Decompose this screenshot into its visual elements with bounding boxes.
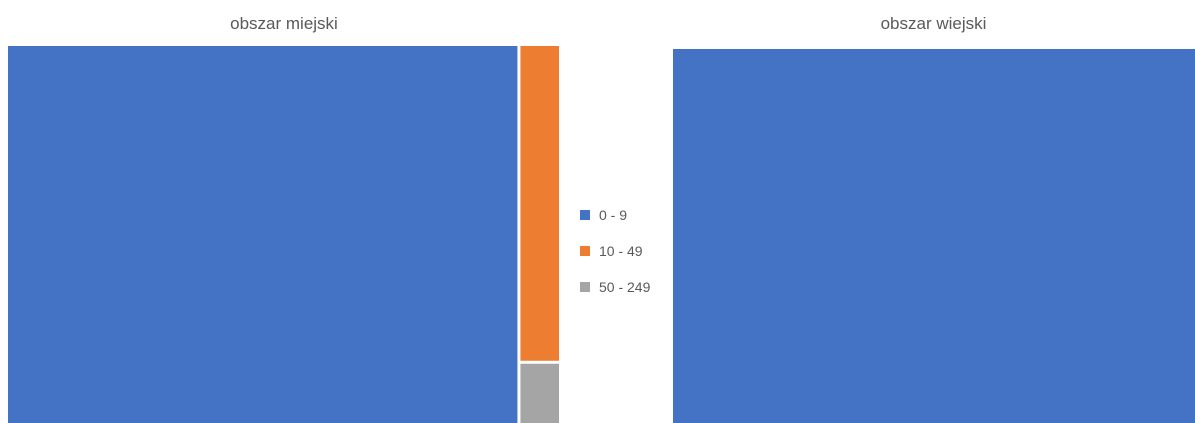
legend-label-10-49: 10 - 49 <box>599 243 643 259</box>
treemap-cell-urban-10-49 <box>520 46 559 361</box>
legend-item-0-9: 0 - 9 <box>580 197 650 233</box>
legend-item-10-49: 10 - 49 <box>580 233 650 269</box>
legend-label-0-9: 0 - 9 <box>599 207 628 223</box>
legend: 0 - 9 10 - 49 50 - 249 <box>580 197 650 305</box>
legend-label-50-249: 50 - 249 <box>599 279 651 295</box>
treemap-cell-urban-50-249 <box>520 363 559 423</box>
legend-item-50-249: 50 - 249 <box>580 269 650 305</box>
legend-swatch-50-249 <box>580 282 590 292</box>
legend-swatch-0-9 <box>580 210 590 220</box>
treemap-cell-urban-0-9 <box>8 46 518 423</box>
treemap-cell-rural-0-9 <box>673 49 1195 423</box>
chart-title-urban: obszar miejski <box>230 14 338 33</box>
chart-title-rural: obszar wiejski <box>880 14 987 33</box>
legend-swatch-10-49 <box>580 246 590 256</box>
